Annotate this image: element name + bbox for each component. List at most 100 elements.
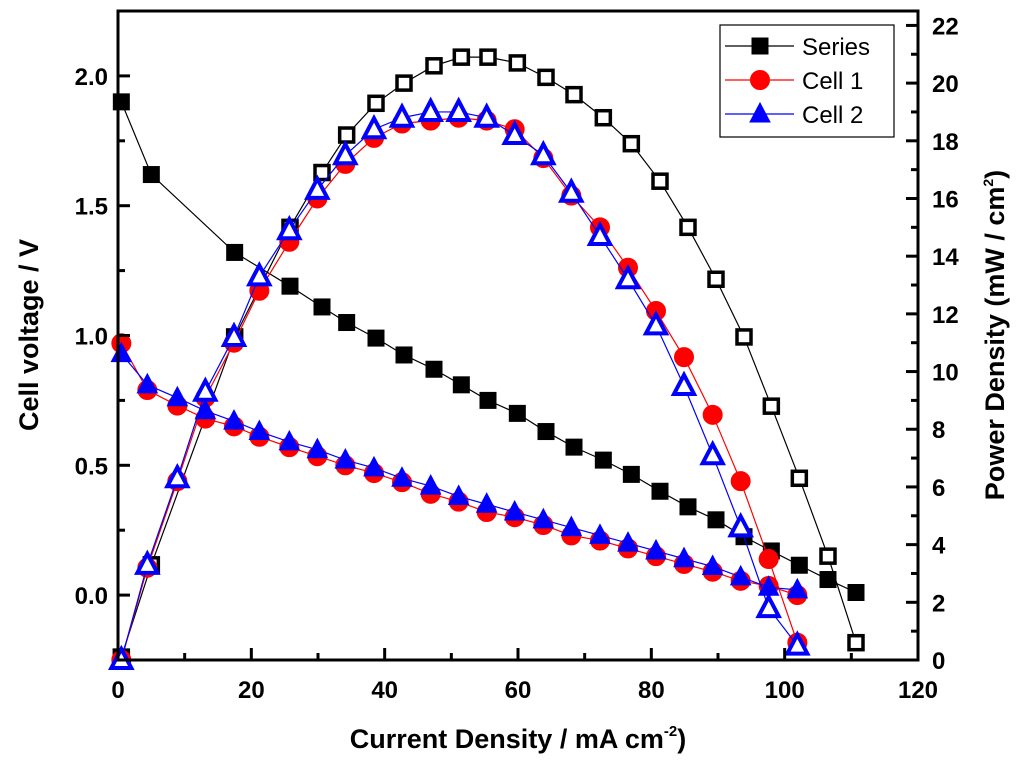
series-cell-2	[108, 96, 811, 670]
legend-marker	[749, 101, 771, 123]
voltage-point	[617, 531, 639, 552]
y-tick-label: 1.0	[75, 324, 108, 351]
y2-axis-title: Power Density (mW / cm2)	[980, 170, 1010, 500]
voltage-point	[110, 341, 133, 363]
voltage-point	[532, 507, 555, 529]
x-tick-label: 100	[765, 677, 805, 704]
power-point	[164, 462, 191, 489]
power-point	[762, 397, 781, 415]
y2-tick-label: 22	[932, 13, 959, 40]
power-point	[367, 94, 385, 113]
voltage-point	[166, 385, 189, 407]
power-point	[395, 74, 413, 92]
x-axis-title-sup: -2	[664, 723, 677, 740]
legend-item: Cell 1	[725, 68, 863, 95]
y2-tick-label: 18	[932, 129, 959, 156]
power-point	[642, 310, 670, 336]
voltage-point	[622, 465, 640, 483]
voltage-point	[537, 423, 555, 441]
voltage-point	[679, 498, 697, 516]
voltage-point	[226, 243, 244, 261]
legend-label: Series	[802, 34, 870, 61]
y2-axis-title-sup: 2	[980, 179, 996, 187]
voltage-point	[419, 473, 442, 495]
legend-box	[719, 24, 895, 138]
x-axis-title: Current Density / mA cm-2)	[350, 723, 686, 754]
power-point	[220, 321, 248, 347]
legend-label: Cell 1	[802, 68, 863, 95]
y2-tick-label: 14	[932, 244, 959, 271]
power-point	[702, 404, 723, 425]
series-layer	[108, 48, 865, 670]
power-point	[417, 96, 444, 122]
voltage-point	[142, 166, 160, 184]
power-point	[445, 96, 472, 122]
legend-marker	[750, 70, 770, 90]
x-tick-label: 40	[371, 677, 398, 704]
power-point	[651, 172, 669, 190]
power-point	[332, 139, 359, 166]
voltage-point	[363, 455, 385, 477]
y2-tick-label: 10	[932, 360, 959, 387]
power-point	[784, 630, 811, 656]
voltage-point	[281, 277, 299, 295]
legend-items: Series Cell 1 Cell 2	[725, 34, 870, 129]
y2-tick-label: 0	[932, 648, 945, 675]
y2-axis-title-main: Power Density (mW / cm	[980, 187, 1010, 501]
power-point	[192, 376, 219, 402]
voltage-point	[673, 546, 695, 568]
y2-tick-label: 12	[932, 302, 959, 329]
voltage-point	[651, 482, 669, 500]
power-point	[479, 48, 497, 66]
power-point	[790, 469, 809, 488]
voltage-point	[589, 523, 611, 544]
voltage-point	[313, 298, 331, 316]
voltage-point	[112, 93, 130, 111]
power-point	[558, 177, 585, 203]
voltage-point	[194, 398, 217, 420]
voltage-point	[847, 584, 865, 602]
power-point	[501, 119, 528, 146]
voltage-point	[391, 466, 413, 487]
y-tick-label: 2.0	[75, 64, 108, 91]
power-point	[730, 471, 751, 492]
voltage-point	[334, 448, 357, 469]
power-point	[847, 633, 865, 652]
power-point	[473, 102, 500, 128]
power-point	[276, 214, 303, 241]
voltage-point	[645, 538, 667, 560]
voltage-point	[479, 391, 497, 409]
power-point	[758, 549, 779, 570]
legend-item: Cell 2	[725, 101, 863, 129]
power-point	[452, 48, 471, 66]
y2-axis-title-suffix: )	[980, 170, 1010, 179]
x-tick-label: 120	[898, 677, 938, 704]
power-point	[134, 549, 161, 575]
power-point	[707, 270, 725, 289]
voltage-point	[367, 329, 385, 347]
y-axis-title: Cell voltage / V	[14, 239, 44, 431]
voltage-point	[701, 554, 724, 576]
y2-tick-label: 4	[932, 533, 946, 560]
power-point	[565, 85, 583, 104]
power-point	[755, 592, 782, 619]
y2-tick-label: 6	[932, 475, 945, 502]
legend-marker	[751, 37, 769, 55]
y-tick-label: 1.5	[75, 194, 108, 221]
y2-tick-label: 16	[932, 186, 959, 213]
power-point	[594, 108, 613, 127]
power-point	[537, 68, 555, 87]
voltage-point	[475, 492, 498, 513]
power-point	[727, 512, 754, 538]
power-point	[679, 218, 697, 237]
voltage-point	[395, 346, 413, 364]
x-axis-title-main: Current Density / mA cm	[350, 724, 664, 754]
power-point	[425, 57, 443, 75]
power-point	[735, 328, 753, 346]
legend-item: Series	[725, 34, 870, 61]
power-point	[508, 54, 527, 72]
voltage-point	[786, 577, 809, 599]
voltage-point	[707, 511, 725, 529]
voltage-point	[790, 556, 808, 574]
